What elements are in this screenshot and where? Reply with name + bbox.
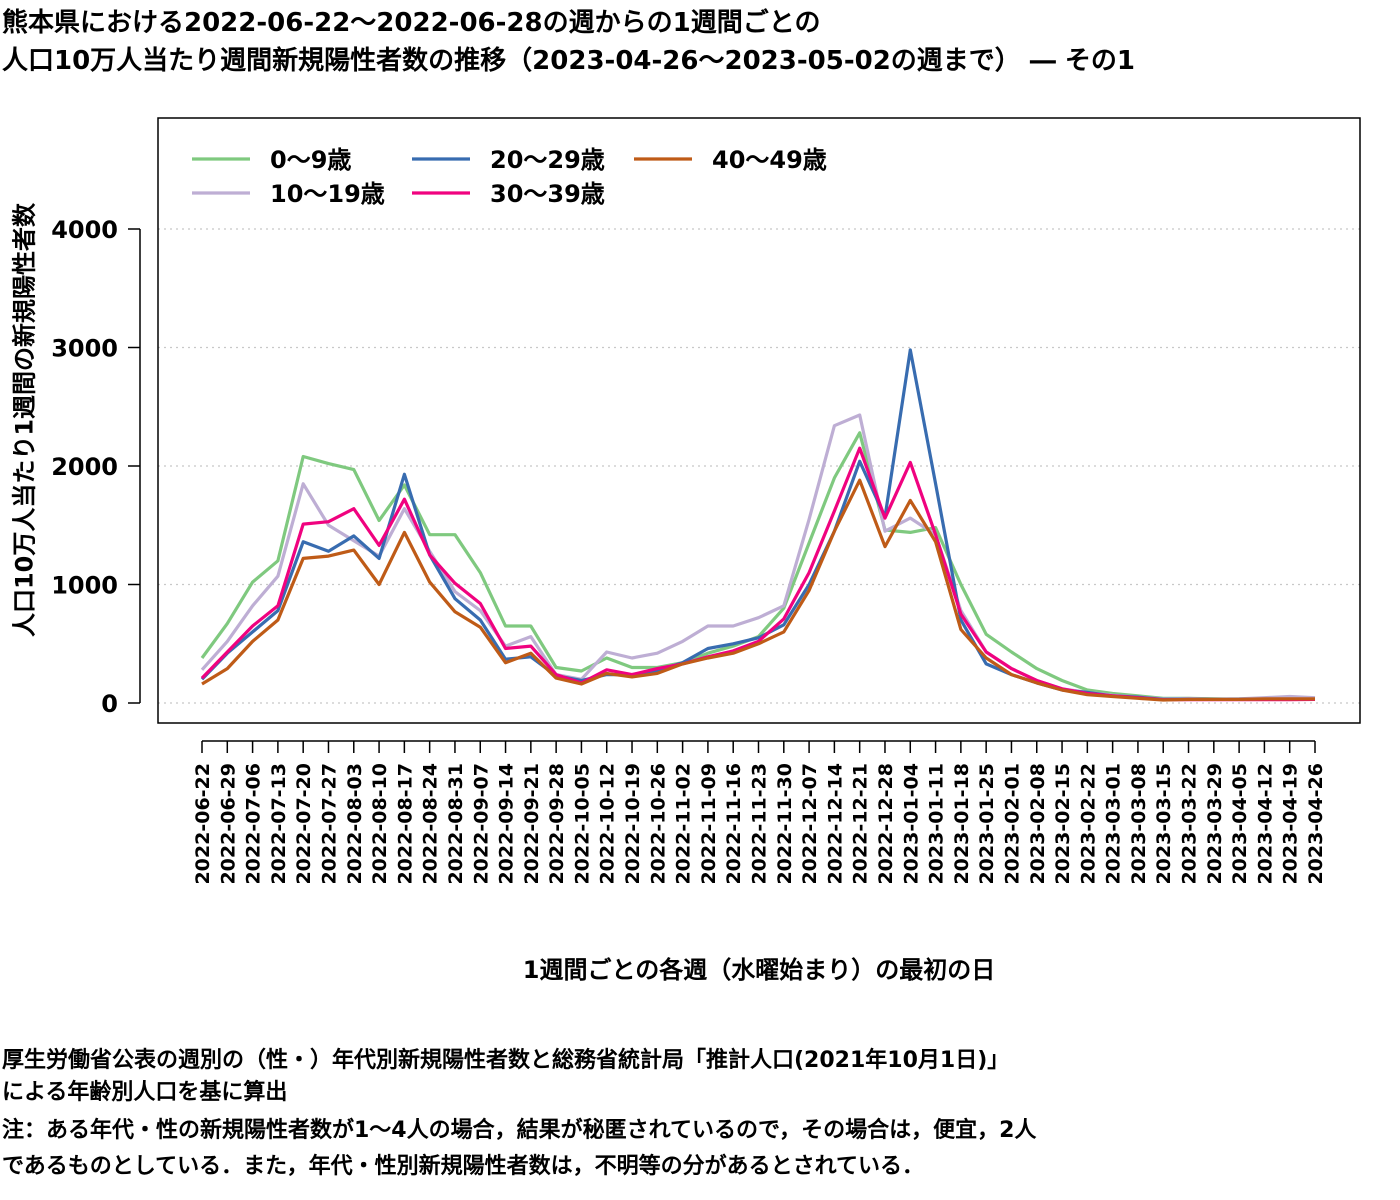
y-tick-label: 3000 — [51, 335, 118, 363]
x-tick-label: 2022-09-14 — [496, 763, 518, 885]
x-tick-label: 2023-03-01 — [1103, 763, 1125, 885]
x-tick-label: 2022-08-10 — [369, 763, 391, 885]
y-tick-label: 2000 — [51, 453, 118, 481]
x-tick-label: 2023-01-25 — [976, 763, 998, 885]
x-tick-label: 2022-10-12 — [597, 763, 619, 885]
x-tick-label: 2022-09-28 — [546, 763, 568, 885]
x-tick-label: 2023-03-15 — [1153, 763, 1175, 885]
series-line-0 — [200, 431, 1316, 702]
x-tick-label: 2022-06-29 — [217, 763, 239, 885]
x-tick-label: 2023-01-18 — [951, 763, 973, 885]
series-line-2 — [200, 348, 1315, 702]
x-tick-label: 2022-08-03 — [344, 763, 366, 885]
x-tick-label: 2022-08-17 — [394, 763, 416, 885]
x-tick-label: 2023-02-22 — [1077, 763, 1099, 885]
series-line-3 — [200, 446, 1316, 702]
y-tick-label: 1000 — [51, 572, 118, 600]
x-tick-label: 2023-01-04 — [900, 763, 922, 885]
x-tick-label: 2022-07-27 — [318, 763, 340, 885]
note-line-3: 注：ある年代・性の新規陽性者数が1～4人の場合，結果が秘匿されているので，その場… — [2, 1118, 1037, 1143]
legend: 0～9歳 10～19歳 20～29歳 30～39歳 40～49歳 — [192, 146, 827, 208]
x-tick-label: 2023-03-08 — [1128, 763, 1150, 885]
x-tick-label: 2022-07-20 — [293, 763, 315, 885]
x-tick-label: 2023-02-01 — [1001, 763, 1023, 885]
x-tick-label: 2023-03-22 — [1179, 763, 1201, 885]
x-tick-label: 2022-11-16 — [723, 763, 745, 885]
legend-label-1: 10～19歳 — [270, 180, 385, 208]
gridlines — [158, 228, 1360, 704]
x-tick-label: 2022-12-21 — [850, 763, 872, 885]
x-tick-label: 2022-06-22 — [192, 763, 214, 885]
x-tick-label: 2022-08-31 — [445, 763, 467, 885]
series-line-1 — [200, 413, 1316, 701]
x-tick-label: 2022-10-26 — [647, 763, 669, 885]
x-tick-label: 2023-01-11 — [926, 763, 948, 885]
legend-label-4: 40～49歳 — [712, 146, 827, 174]
x-tick-label: 2023-04-19 — [1280, 763, 1302, 885]
x-tick-label: 2023-02-08 — [1027, 763, 1049, 885]
x-tick-label: 2023-04-26 — [1305, 763, 1327, 885]
y-tick-label: 4000 — [51, 216, 118, 244]
x-tick-label: 2023-03-29 — [1204, 763, 1226, 885]
chart-title-line-1: 熊本県における2022-06-22～2022-06-28の週からの1週間ごとの — [2, 8, 821, 38]
x-tick-label: 2022-10-05 — [571, 763, 593, 885]
x-tick-label: 2022-10-19 — [622, 763, 644, 885]
x-tick-label: 2022-09-21 — [521, 763, 543, 885]
y-tick-label: 0 — [101, 690, 118, 718]
x-tick-label: 2022-12-28 — [875, 763, 897, 885]
x-tick-label: 2022-07-13 — [268, 763, 290, 885]
y-axis-label: 人口10万人当たり1週間の新規陽性者数 — [10, 202, 39, 638]
x-tick-label: 2023-04-05 — [1229, 763, 1251, 885]
x-axis-label: 1週間ごとの各週（水曜始まり）の最初の日 — [522, 956, 996, 984]
note-line-2: による年齢別人口を基に算出 — [2, 1080, 288, 1105]
x-tick-label: 2022-11-30 — [774, 763, 796, 885]
x-tick-label: 2022-08-24 — [420, 763, 442, 885]
x-tick-label: 2023-04-12 — [1254, 763, 1276, 885]
x-axis: 2022-06-22 2022-06-29 2022-07-06 2022-07-13… — [192, 740, 1327, 885]
legend-label-2: 20～29歳 — [490, 146, 605, 174]
legend-label-0: 0～9歳 — [270, 146, 351, 174]
note-line-1: 厚生労働省公表の週別の（性・）年代別新規陽性者数と総務省統計局「推計人口(202… — [2, 1048, 1010, 1073]
x-tick-label: 2022-11-02 — [673, 763, 695, 885]
x-tick-label: 2022-11-23 — [749, 763, 771, 885]
y-axis: 0 1000 2000 3000 4000 — [51, 216, 141, 718]
x-tick-label: 2022-12-07 — [799, 763, 821, 885]
note-line-4: であるものとしている．また，年代・性別新規陽性者数は，不明等の分があるとされてい… — [2, 1154, 925, 1179]
series-line-4 — [201, 478, 1315, 702]
x-tick-label: 2022-12-14 — [824, 763, 846, 885]
legend-label-3: 30～39歳 — [490, 180, 605, 208]
x-tick-label: 2022-11-09 — [698, 763, 720, 885]
plot-frame — [157, 117, 1361, 724]
x-tick-label: 2023-02-15 — [1052, 763, 1074, 885]
chart-title-line-2: 人口10万人当たり週間新規陽性者数の推移（2023-04-26～2023-05-… — [2, 46, 1135, 76]
series-lines — [200, 348, 1316, 702]
x-tick-label: 2022-07-06 — [243, 763, 265, 885]
x-tick-label: 2022-09-07 — [470, 763, 492, 885]
